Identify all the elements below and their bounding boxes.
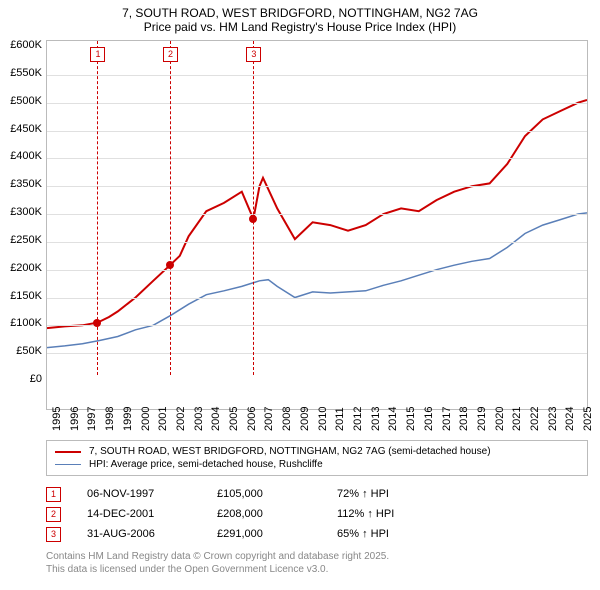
sale-number-box: 1 [90, 47, 105, 62]
sale-point [249, 215, 257, 223]
plot-area: 1995199619971998199920002001200220032004… [46, 40, 588, 410]
x-axis-label: 1996 [69, 407, 81, 431]
x-axis-label: 2004 [210, 407, 222, 431]
y-axis-label: £350K [0, 178, 42, 190]
y-axis-label: £450K [0, 123, 42, 135]
legend-label: 7, SOUTH ROAD, WEST BRIDGFORD, NOTTINGHA… [89, 446, 491, 457]
y-axis-label: £150K [0, 290, 42, 302]
gridline [47, 214, 587, 215]
sales-row-price: £208,000 [217, 508, 337, 520]
y-axis-label: £0 [0, 373, 42, 385]
x-axis-label: 1997 [86, 407, 98, 431]
legend-label: HPI: Average price, semi-detached house,… [89, 459, 323, 470]
y-axis-label: £600K [0, 39, 42, 51]
y-axis-label: £500K [0, 95, 42, 107]
gridline [47, 186, 587, 187]
sale-marker-line [170, 41, 171, 375]
footer-line-2: This data is licensed under the Open Gov… [46, 563, 389, 576]
sales-row-price: £291,000 [217, 528, 337, 540]
x-axis-label: 2022 [529, 407, 541, 431]
x-axis-label: 2001 [157, 407, 169, 431]
sales-row-pct: 72% ↑ HPI [337, 488, 437, 500]
gridline [47, 103, 587, 104]
title-line-1: 7, SOUTH ROAD, WEST BRIDGFORD, NOTTINGHA… [0, 0, 600, 20]
y-axis-label: £400K [0, 150, 42, 162]
y-axis-label: £100K [0, 317, 42, 329]
sales-row-date: 06-NOV-1997 [87, 488, 217, 500]
sales-row: 1 06-NOV-1997£105,00072% ↑ HPI [46, 484, 437, 504]
y-axis-label: £550K [0, 67, 42, 79]
legend: 7, SOUTH ROAD, WEST BRIDGFORD, NOTTINGHA… [46, 440, 588, 476]
gridline [47, 298, 587, 299]
x-axis-label: 2006 [246, 407, 258, 431]
gridline [47, 353, 587, 354]
sales-row-number: 1 [46, 487, 61, 502]
x-axis-label: 2016 [423, 407, 435, 431]
gridline [47, 325, 587, 326]
sales-row-price: £105,000 [217, 488, 337, 500]
sale-number-box: 2 [163, 47, 178, 62]
gridline [47, 270, 587, 271]
legend-item: 7, SOUTH ROAD, WEST BRIDGFORD, NOTTINGHA… [55, 445, 579, 458]
legend-item: HPI: Average price, semi-detached house,… [55, 458, 579, 471]
x-axis-label: 2003 [193, 407, 205, 431]
x-axis-label: 2011 [334, 407, 346, 431]
x-axis-label: 2024 [564, 407, 576, 431]
sale-marker-line [253, 41, 254, 375]
y-axis-label: £300K [0, 206, 42, 218]
x-axis-label: 2012 [352, 407, 364, 431]
gridline [47, 131, 587, 132]
sales-row-date: 14-DEC-2001 [87, 508, 217, 520]
sales-row: 3 31-AUG-2006£291,00065% ↑ HPI [46, 524, 437, 544]
x-axis-label: 2013 [370, 407, 382, 431]
sale-point [166, 261, 174, 269]
x-axis-label: 2015 [405, 407, 417, 431]
x-axis-label: 2000 [140, 407, 152, 431]
legend-swatch [55, 451, 81, 453]
x-axis-label: 2009 [299, 407, 311, 431]
x-axis-label: 2014 [387, 407, 399, 431]
x-axis-label: 2007 [263, 407, 275, 431]
sales-row-number: 3 [46, 527, 61, 542]
x-axis-label: 2020 [494, 407, 506, 431]
footer-text: Contains HM Land Registry data © Crown c… [46, 550, 389, 576]
gridline [47, 75, 587, 76]
sales-row-number: 2 [46, 507, 61, 522]
x-axis-label: 2023 [547, 407, 559, 431]
gridline [47, 242, 587, 243]
x-axis-label: 2025 [582, 407, 594, 431]
sales-row-pct: 65% ↑ HPI [337, 528, 437, 540]
x-axis-label: 2008 [281, 407, 293, 431]
x-axis-label: 2010 [317, 407, 329, 431]
x-axis-label: 1995 [51, 407, 63, 431]
legend-swatch [55, 464, 81, 465]
sales-row-date: 31-AUG-2006 [87, 528, 217, 540]
y-axis-label: £250K [0, 234, 42, 246]
sales-table: 1 06-NOV-1997£105,00072% ↑ HPI 2 14-DEC-200… [46, 484, 437, 544]
x-axis-label: 2018 [458, 407, 470, 431]
y-axis-label: £200K [0, 262, 42, 274]
title-line-2: Price paid vs. HM Land Registry's House … [0, 20, 600, 38]
series-hpi [47, 213, 587, 348]
x-axis-label: 1999 [122, 407, 134, 431]
x-axis-label: 2005 [228, 407, 240, 431]
chart-container: 7, SOUTH ROAD, WEST BRIDGFORD, NOTTINGHA… [0, 0, 600, 590]
sale-point [93, 319, 101, 327]
footer-line-1: Contains HM Land Registry data © Crown c… [46, 550, 389, 563]
sales-row-pct: 112% ↑ HPI [337, 508, 437, 520]
x-axis-label: 2002 [175, 407, 187, 431]
x-axis-label: 2019 [476, 407, 488, 431]
x-axis-label: 2017 [441, 407, 453, 431]
x-axis-label: 2021 [511, 407, 523, 431]
sales-row: 2 14-DEC-2001£208,000112% ↑ HPI [46, 504, 437, 524]
y-axis-label: £50K [0, 345, 42, 357]
sale-number-box: 3 [246, 47, 261, 62]
x-axis-label: 1998 [104, 407, 116, 431]
gridline [47, 158, 587, 159]
